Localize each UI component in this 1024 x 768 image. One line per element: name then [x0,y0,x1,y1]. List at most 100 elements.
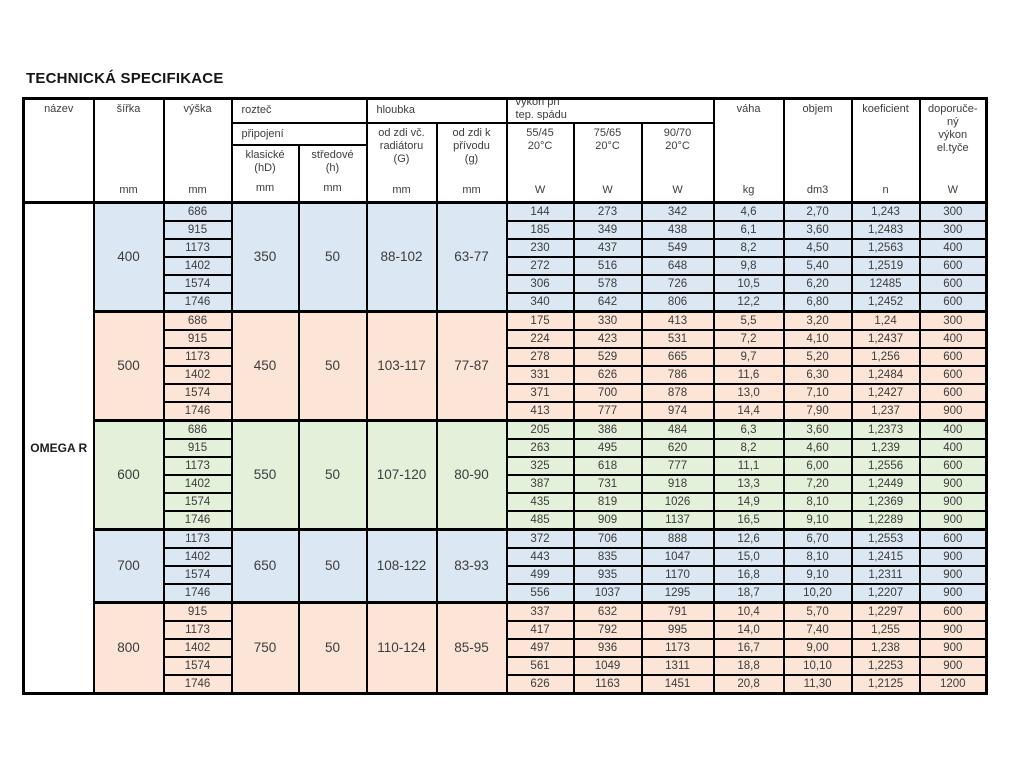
cell-koeficient: 1,2553 [850,528,921,549]
cell-vykon-9070: 1137 [640,510,715,531]
cell-vykon-9070: 878 [640,383,715,403]
cell-vaha: 5,5 [712,310,785,331]
cell-vyska: 686 [162,419,233,440]
cell-dop-vykon: 900 [918,547,988,567]
cell-objem: 4,60 [782,438,853,458]
cell-vykon-7565: 1037 [572,583,643,604]
cell-vykon-7565: 423 [572,329,643,349]
cell-vykon-7565: 706 [572,528,643,549]
header-pripojeni: připojení [230,121,368,146]
unit-mm: mm [392,183,411,196]
cell-vaha: 6,1 [712,220,785,240]
cell-vyska: 1173 [162,528,233,549]
cell-vykon-9070: 1173 [640,638,715,658]
cell-vykon-9070: 791 [640,601,715,622]
cell-klasicke: 650 [230,528,300,604]
cell-sirka: 700 [92,528,165,604]
cell-objem: 5,70 [782,601,853,622]
cell-vyska: 915 [162,438,233,458]
cell-koeficient: 1,256 [850,347,921,367]
cell-objem: 4,50 [782,238,853,258]
cell-vyska: 1574 [162,274,233,294]
unit-mm: mm [188,184,207,196]
cell-vaha: 15,0 [712,547,785,567]
cell-sirka: 800 [92,601,165,695]
table-row: 1402 272 516 648 9,8 5,40 1,2519 600 [24,256,988,276]
cell-koeficient: 1,24 [850,310,921,331]
cell-dop-vykon: 600 [918,347,988,367]
cell-vykon-5545: 413 [505,401,575,422]
cell-koeficient: 1,2289 [850,510,921,531]
cell-objem: 6,70 [782,528,853,549]
cell-vyska: 1173 [162,238,233,258]
cell-vykon-5545: 443 [505,547,575,567]
table-row: 1402 497 936 1173 16,7 9,00 1,238 900 [24,638,988,658]
cell-koeficient: 1,2563 [850,238,921,258]
cell-vykon-5545: 485 [505,510,575,531]
cell-koeficient: 1,2415 [850,547,921,567]
table-row: 1746 626 1163 1451 20,8 11,30 1,2125 1200 [24,674,988,695]
cell-vykon-7565: 792 [572,620,643,640]
header-vyska: výška mm [162,97,233,204]
header-temp-9070-label: 90/70 20°C [663,126,692,152]
page-title: TECHNICKÁ SPECIFIKACE [26,70,224,87]
cell-vykon-5545: 561 [505,656,575,676]
unit-n: n [882,184,889,196]
cell-stredove: 50 [297,601,368,695]
cell-dop-vykon: 900 [918,510,988,531]
cell-dop-vykon: 600 [918,383,988,403]
header-temp-7565-label: 75/65 20°C [593,126,622,152]
table-row: 915 263 495 620 8,2 4,60 1,239 400 [24,438,988,458]
cell-vyska: 915 [162,329,233,349]
cell-dop-vykon: 900 [918,583,988,604]
cell-klasicke: 450 [230,310,300,422]
cell-vyska: 1173 [162,620,233,640]
cell-vaha: 13,3 [712,474,785,494]
cell-vykon-5545: 306 [505,274,575,294]
cell-objem: 9,10 [782,565,853,585]
cell-koeficient: 1,2253 [850,656,921,676]
unit-w: W [602,183,613,196]
header-vykon-pri: výkon při tep. spádu [505,97,715,124]
cell-vykon-7565: 731 [572,474,643,494]
cell-vykon-9070: 974 [640,401,715,422]
cell-klasicke: 350 [230,201,300,313]
cell-objem: 3,20 [782,310,853,331]
cell-vykon-9070: 726 [640,274,715,294]
cell-vykon-5545: 144 [505,201,575,222]
cell-dop-vykon: 600 [918,456,988,476]
cell-klasicke: 750 [230,601,300,695]
cell-vykon-5545: 205 [505,419,575,440]
cell-vykon-9070: 413 [640,310,715,331]
cell-stredove: 50 [297,419,368,531]
unit-w: W [534,183,546,196]
table-row: 1574 306 578 726 10,5 6,20 12485 600 [24,274,988,294]
cell-vaha: 6,3 [712,419,785,440]
header-objem-label: objem [802,103,833,115]
cell-vaha: 9,8 [712,256,785,276]
cell-koeficient: 1,2427 [850,383,921,403]
header-temp-5545: 55/45 20°C W [505,121,575,204]
table-row: 1746 413 777 974 14,4 7,90 1,237 900 [24,401,988,422]
cell-vykon-9070: 648 [640,256,715,276]
cell-stredove: 50 [297,201,368,313]
cell-vaha: 12,2 [712,292,785,313]
cell-dop-vykon: 600 [918,292,988,313]
cell-dop-vykon: 300 [918,201,988,222]
cell-vyska: 686 [162,310,233,331]
cell-vykon-5545: 556 [505,583,575,604]
cell-klasicke: 550 [230,419,300,531]
cell-dop-vykon: 900 [918,565,988,585]
table-row: 1574 435 819 1026 14,9 8,10 1,2369 900 [24,492,988,512]
cell-koeficient: 1,2483 [850,220,921,240]
cell-koeficient: 1,2437 [850,329,921,349]
cell-vykon-5545: 435 [505,492,575,512]
cell-vykon-9070: 531 [640,329,715,349]
cell-objem: 11,30 [782,674,853,695]
cell-koeficient: 1,2297 [850,601,921,622]
header-nazev: název [22,97,95,204]
header-vaha-label: váha [736,103,761,115]
cell-hloubka-g: 63-77 [435,201,508,313]
header-temp-5545-label: 55/45 20°C [526,126,554,152]
cell-hloubka-G: 107-120 [365,419,438,531]
